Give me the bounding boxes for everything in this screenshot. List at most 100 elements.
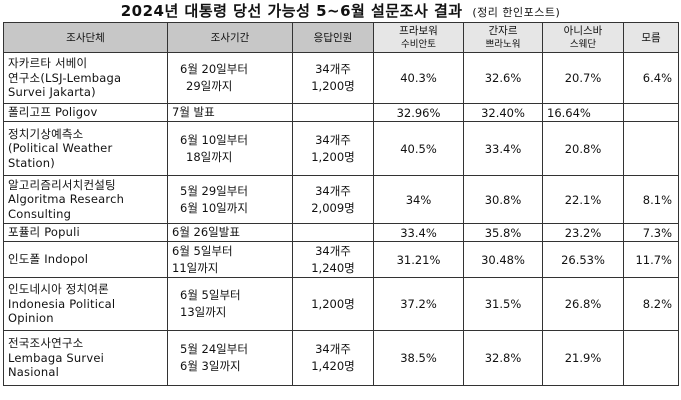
- resp-line: 34개주: [315, 132, 351, 147]
- org-line: Opinion: [8, 311, 54, 326]
- anies-value: 22.1%: [542, 175, 624, 224]
- title-source: (정리 한인포스트): [472, 6, 561, 19]
- prabowo-value: 38.5%: [373, 330, 464, 386]
- unknown-value: 8.1%: [623, 175, 679, 224]
- unknown-value: [623, 103, 679, 122]
- header-anies-last: 스웨단: [569, 38, 597, 50]
- resp-line: 1,200명: [311, 79, 355, 93]
- respondents-cell: 34개주 1,200명: [292, 52, 374, 104]
- respondents-cell: 34개주 1,200명: [292, 121, 374, 176]
- table-row: 알고리즘리서치컨설팅 Algoritma Research Consulting…: [3, 175, 679, 224]
- anies-value: 26.53%: [542, 241, 624, 278]
- unknown-value: [623, 121, 679, 176]
- prabowo-value: 33.4%: [373, 223, 464, 242]
- resp-line: 1,200명: [311, 149, 355, 164]
- period-line: 6월 5일부터: [172, 243, 233, 258]
- org-cell: 포퓰리 Populi: [3, 223, 168, 242]
- anies-value: 16.64%: [542, 103, 624, 122]
- header-respondents: 응답인원: [292, 22, 374, 53]
- prabowo-value: 40.5%: [373, 121, 464, 176]
- period-line: 6월 10일부터: [180, 132, 248, 147]
- anies-value: 21.9%: [542, 330, 624, 386]
- org-cell: 알고리즘리서치컨설팅 Algoritma Research Consulting: [3, 175, 168, 224]
- org-line: Indonesia Political: [8, 296, 116, 311]
- ganjar-value: 35.8%: [463, 223, 543, 242]
- unknown-value: 8.2%: [623, 277, 679, 331]
- unknown-value: 11.7%: [623, 241, 679, 278]
- org-line: Lembaga Survei: [8, 350, 105, 365]
- org-line: Survei Jakarta): [8, 85, 96, 100]
- period-cell: 7월 발표: [167, 103, 293, 122]
- header-prabowo: 프라보워 수비안토: [373, 22, 464, 53]
- period-cell: 6월 5일부터 13일까지: [167, 277, 293, 331]
- respondents-cell: [292, 223, 374, 242]
- unknown-value: 6.4%: [623, 52, 679, 104]
- resp-line: 2,009명: [311, 200, 355, 215]
- anies-value: 20.8%: [542, 121, 624, 176]
- header-anies: 아니스바 스웨단: [542, 22, 624, 53]
- org-line: Station): [8, 155, 55, 170]
- respondents-cell: 1,200명: [292, 277, 374, 331]
- prabowo-value: 34%: [373, 175, 464, 224]
- resp-line: 1,420명: [311, 359, 355, 373]
- header-ganjar-first: 간자르: [488, 24, 518, 37]
- poll-results-table: 조사단체 조사기간 응답인원 프라보워 수비안토 간자르 쁘라노워 아니스바 스…: [3, 22, 679, 386]
- org-cell: 인도폴 Indopol: [3, 241, 168, 278]
- table-row: 전국조사연구소 Lembaga Survei Nasional 5월 24일부터…: [3, 330, 679, 386]
- period-line: 18일까지: [186, 149, 233, 164]
- org-line: Algoritma Research: [8, 192, 125, 207]
- respondents-cell: 34개주 1,240명: [292, 241, 374, 278]
- period-line: 6월 26일발표: [172, 225, 240, 239]
- resp-line: 1,240명: [311, 260, 355, 275]
- org-cell: 정치기상예측소 (Political Weather Station): [3, 121, 168, 176]
- period-line: 5월 29일부터: [180, 183, 248, 198]
- period-cell: 5월 24일부터 6월 3일까지: [167, 330, 293, 386]
- period-line: 11일까지: [172, 260, 219, 275]
- ganjar-value: 31.5%: [463, 277, 543, 331]
- ganjar-value: 32.6%: [463, 52, 543, 104]
- header-row: 조사단체 조사기간 응답인원 프라보워 수비안토 간자르 쁘라노워 아니스바 스…: [3, 22, 679, 53]
- resp-line: 34개주: [315, 183, 351, 198]
- org-line: 전국조사연구소: [8, 336, 84, 351]
- period-line: 5월 24일부터: [180, 342, 248, 356]
- prabowo-value: 31.21%: [373, 241, 464, 278]
- org-line: 연구소(LSJ-Lembaga: [8, 70, 122, 85]
- period-line: 13일까지: [180, 305, 227, 319]
- org-line: 정치기상예측소: [8, 126, 84, 141]
- org-line: 폴리고프 Poligov: [8, 105, 98, 120]
- org-cell: 전국조사연구소 Lembaga Survei Nasional: [3, 330, 168, 386]
- header-ganjar-last: 쁘라노워: [485, 38, 521, 50]
- header-ganjar: 간자르 쁘라노워: [463, 22, 543, 53]
- period-line: 6월 20일부터: [180, 62, 248, 76]
- period-line: 6월 5일부터: [180, 288, 241, 302]
- table-row: 자카르타 서베이 연구소(LSJ-Lembaga Survei Jakarta)…: [3, 52, 679, 104]
- prabowo-value: 40.3%: [373, 52, 464, 104]
- org-cell: 폴리고프 Poligov: [3, 103, 168, 122]
- ganjar-value: 30.8%: [463, 175, 543, 224]
- ganjar-value: 32.40%: [463, 103, 543, 122]
- org-line: 포퓰리 Populi: [8, 225, 80, 240]
- respondents-cell: 34개주 1,420명: [292, 330, 374, 386]
- ganjar-value: 33.4%: [463, 121, 543, 176]
- org-line: Nasional: [8, 365, 60, 380]
- header-period: 조사기간: [167, 22, 293, 53]
- period-line: 29일까지: [186, 79, 233, 93]
- period-line: 6월 3일까지: [180, 359, 241, 373]
- period-line: 7월 발표: [172, 105, 215, 119]
- period-cell: 6월 5일부터 11일까지: [167, 241, 293, 278]
- org-line: (Political Weather: [8, 141, 113, 156]
- respondents-cell: [292, 103, 374, 122]
- period-cell: 5월 29일부터 6월 10일까지: [167, 175, 293, 224]
- period-cell: 6월 20일부터 29일까지: [167, 52, 293, 104]
- header-anies-first: 아니스바: [563, 24, 603, 37]
- unknown-value: [623, 330, 679, 386]
- table-row: 인도네시아 정치여론 Indonesia Political Opinion 6…: [3, 277, 679, 331]
- header-org: 조사단체: [3, 22, 168, 53]
- org-cell: 인도네시아 정치여론 Indonesia Political Opinion: [3, 277, 168, 331]
- anies-value: 26.8%: [542, 277, 624, 331]
- respondents-cell: 34개주 2,009명: [292, 175, 374, 224]
- resp-line: 34개주: [315, 342, 351, 356]
- resp-line: 1,200명: [311, 296, 355, 311]
- header-unknown: 모름: [623, 22, 679, 53]
- document-title: 2024년 대통령 당선 가능성 5~6월 설문조사 결과 (정리 한인포스트): [0, 0, 681, 22]
